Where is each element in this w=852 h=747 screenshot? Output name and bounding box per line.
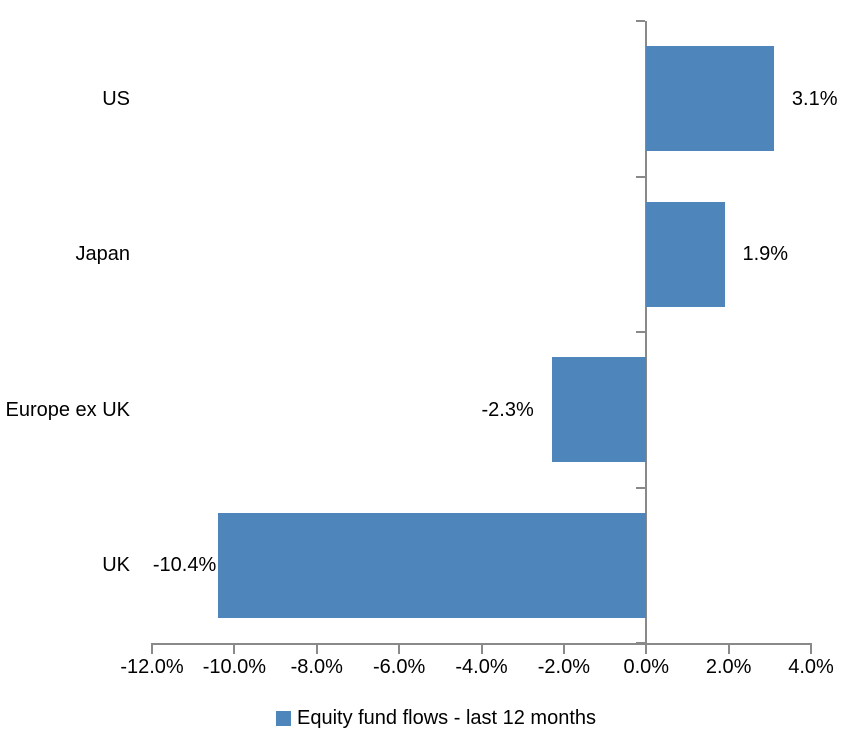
bar-japan xyxy=(646,201,725,307)
y-axis-tick xyxy=(636,20,646,22)
x-axis-tick-label: 2.0% xyxy=(705,656,752,678)
category-label-uk: UK xyxy=(102,554,130,577)
bar-europe-ex-uk xyxy=(551,357,647,463)
data-label-us: 3.1% xyxy=(791,87,838,110)
legend-color-swatch xyxy=(275,710,291,726)
x-axis-tick-label: -2.0% xyxy=(537,656,590,678)
data-label-europe-ex-uk: -2.3% xyxy=(481,398,534,421)
y-axis-tick xyxy=(636,331,646,333)
x-axis-tick xyxy=(398,643,401,654)
x-axis-tick-label: 4.0% xyxy=(788,656,834,678)
x-axis-tick-label: -4.0% xyxy=(455,656,508,678)
chart-legend: Equity fund flows - last 12 months xyxy=(275,706,597,730)
category-label-us: US xyxy=(102,87,130,110)
bar-us xyxy=(646,46,774,152)
data-label-uk: -10.4% xyxy=(152,554,217,577)
x-axis-tick xyxy=(727,643,730,654)
y-axis-tick xyxy=(636,175,646,178)
x-axis-tick xyxy=(315,643,318,654)
bar-uk xyxy=(217,512,647,618)
x-axis-tick-label: -8.0% xyxy=(290,656,343,678)
x-axis-tick-label: 0.0% xyxy=(623,656,670,678)
category-label-japan: Japan xyxy=(75,243,131,266)
x-axis-tick xyxy=(810,643,812,654)
x-axis-tick xyxy=(562,643,565,654)
x-axis-tick xyxy=(480,643,483,654)
y-axis-tick xyxy=(636,486,646,489)
x-axis-tick-label: -10.0% xyxy=(202,656,267,678)
data-label-japan: 1.9% xyxy=(742,243,789,266)
x-axis-tick xyxy=(233,643,236,654)
y-axis-tick xyxy=(636,642,646,644)
x-axis-tick xyxy=(151,643,153,654)
x-axis-tick-label: -12.0% xyxy=(120,656,184,678)
x-axis-tick xyxy=(645,643,648,654)
x-axis-tick-label: -6.0% xyxy=(373,656,426,678)
y-axis-line xyxy=(645,21,648,645)
category-label-europe-ex-uk: Europe ex UK xyxy=(5,398,130,421)
legend-label: Equity fund flows - last 12 months xyxy=(296,707,597,729)
